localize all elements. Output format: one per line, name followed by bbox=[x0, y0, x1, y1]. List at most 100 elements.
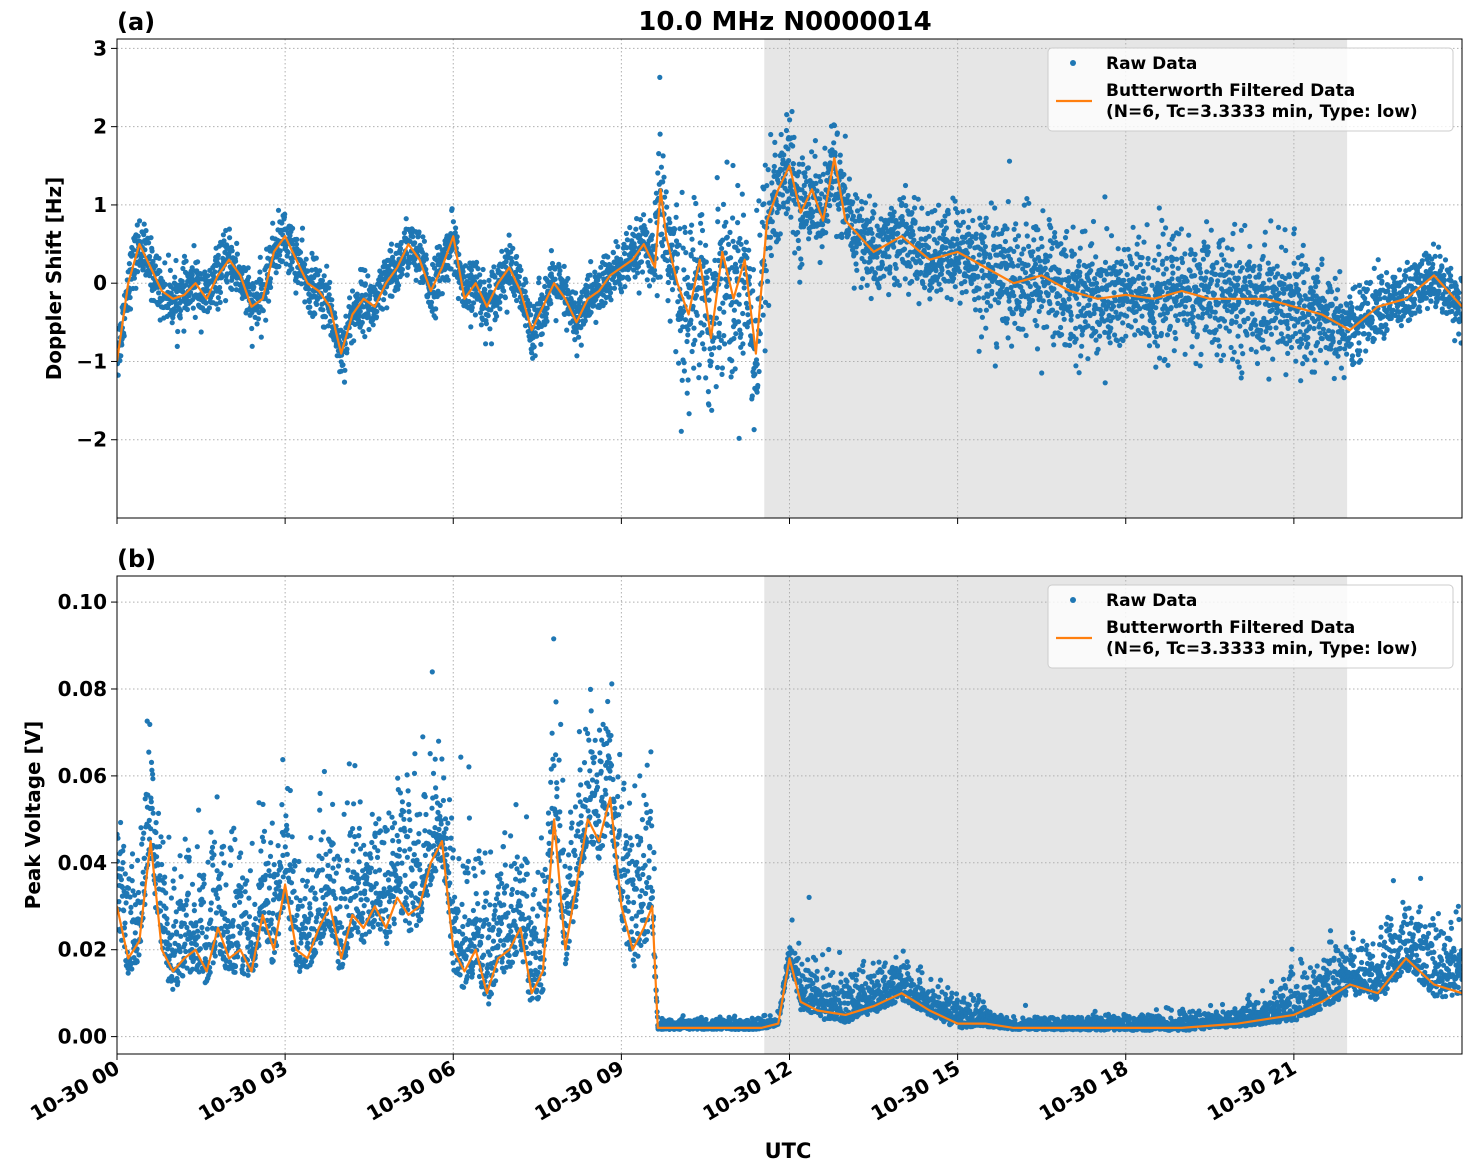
raw-data-point bbox=[1153, 364, 1159, 370]
raw-data-point bbox=[1163, 285, 1169, 291]
raw-data-point bbox=[205, 273, 211, 279]
raw-data-point bbox=[985, 293, 991, 299]
raw-data-point bbox=[1220, 237, 1226, 243]
raw-data-point bbox=[1201, 239, 1207, 245]
raw-data-point bbox=[1347, 294, 1353, 300]
raw-data-point bbox=[483, 341, 489, 347]
raw-data-point bbox=[1365, 300, 1371, 306]
raw-data-point bbox=[1224, 245, 1230, 251]
raw-data-point bbox=[756, 368, 762, 375]
raw-data-point bbox=[1205, 289, 1211, 295]
raw-data-point bbox=[943, 245, 949, 251]
raw-data-point bbox=[746, 247, 752, 253]
raw-data-point bbox=[404, 272, 410, 278]
raw-data-point bbox=[217, 284, 223, 291]
raw-data-point bbox=[981, 234, 987, 240]
raw-data-point bbox=[147, 253, 153, 260]
raw-data-point bbox=[258, 334, 264, 340]
raw-data-point bbox=[573, 290, 579, 296]
raw-data-point bbox=[1117, 268, 1123, 274]
raw-data-point bbox=[860, 276, 866, 282]
raw-data-point bbox=[1063, 253, 1069, 259]
raw-data-point bbox=[1256, 272, 1262, 278]
raw-data-point bbox=[939, 267, 945, 273]
raw-data-point bbox=[399, 266, 405, 273]
raw-data-point bbox=[1026, 243, 1032, 249]
raw-data-point bbox=[1396, 309, 1402, 315]
raw-data-point bbox=[1284, 341, 1290, 347]
raw-data-point bbox=[689, 348, 695, 355]
raw-data-point bbox=[762, 348, 768, 354]
raw-data-point bbox=[841, 171, 847, 178]
raw-data-point bbox=[1166, 241, 1172, 247]
raw-data-point bbox=[801, 182, 807, 188]
raw-data-point bbox=[1228, 344, 1234, 351]
raw-data-point bbox=[955, 228, 961, 234]
raw-data-point bbox=[428, 299, 435, 305]
raw-data-point bbox=[854, 208, 861, 214]
raw-data-point bbox=[174, 343, 180, 349]
raw-data-point bbox=[1164, 255, 1170, 261]
raw-data-point bbox=[1338, 365, 1344, 371]
raw-data-point bbox=[258, 277, 264, 283]
raw-data-point bbox=[799, 261, 805, 267]
raw-data-point bbox=[373, 314, 380, 320]
raw-data-point bbox=[1146, 343, 1153, 349]
raw-data-point bbox=[663, 189, 669, 195]
raw-data-point bbox=[1317, 347, 1324, 353]
raw-data-point bbox=[1150, 265, 1156, 271]
raw-data-point bbox=[549, 260, 556, 267]
raw-data-point bbox=[789, 108, 795, 115]
raw-data-point bbox=[823, 230, 829, 236]
raw-data-point bbox=[347, 333, 353, 339]
raw-data-point bbox=[388, 248, 394, 254]
raw-data-point bbox=[950, 236, 956, 242]
raw-data-point bbox=[633, 226, 639, 232]
raw-data-point bbox=[724, 283, 730, 289]
raw-data-point bbox=[644, 277, 650, 283]
raw-data-point bbox=[1352, 284, 1358, 290]
raw-data-point bbox=[689, 236, 695, 242]
raw-data-point bbox=[1307, 324, 1313, 330]
raw-data-point bbox=[503, 264, 509, 270]
raw-data-point bbox=[683, 250, 689, 256]
raw-data-point bbox=[134, 222, 140, 228]
raw-data-point bbox=[750, 267, 757, 273]
raw-data-point bbox=[1170, 270, 1176, 276]
raw-data-point bbox=[1079, 332, 1085, 338]
raw-data-point bbox=[737, 235, 743, 242]
raw-data-point bbox=[1337, 345, 1343, 351]
raw-data-point bbox=[991, 230, 997, 236]
raw-data-point bbox=[1175, 265, 1181, 271]
raw-data-point bbox=[744, 324, 750, 330]
raw-data-point bbox=[172, 274, 178, 280]
raw-data-point bbox=[305, 286, 312, 292]
raw-data-point bbox=[1319, 336, 1325, 342]
raw-data-point bbox=[539, 331, 545, 337]
raw-data-point bbox=[907, 249, 913, 255]
raw-data-point bbox=[130, 247, 137, 253]
raw-data-point bbox=[945, 211, 951, 217]
raw-data-point bbox=[1027, 283, 1033, 290]
raw-data-point bbox=[1348, 300, 1354, 306]
raw-data-point bbox=[1047, 253, 1053, 259]
raw-data-point bbox=[538, 341, 544, 347]
raw-data-point bbox=[1089, 261, 1095, 267]
raw-data-point bbox=[143, 228, 149, 234]
raw-data-point bbox=[327, 279, 333, 285]
raw-data-point bbox=[973, 231, 979, 237]
raw-data-point bbox=[1215, 278, 1221, 284]
raw-data-point bbox=[1020, 326, 1026, 332]
raw-data-point bbox=[126, 261, 132, 267]
raw-data-point bbox=[674, 265, 680, 271]
raw-data-point bbox=[721, 309, 727, 315]
raw-data-point bbox=[447, 253, 453, 259]
raw-data-point bbox=[370, 322, 376, 328]
raw-data-point bbox=[994, 344, 1000, 350]
raw-data-point bbox=[771, 163, 777, 170]
raw-data-point bbox=[1301, 332, 1307, 338]
raw-data-point bbox=[703, 375, 709, 381]
raw-data-point bbox=[775, 236, 781, 242]
raw-data-point bbox=[1260, 253, 1266, 260]
raw-data-point bbox=[528, 312, 534, 318]
